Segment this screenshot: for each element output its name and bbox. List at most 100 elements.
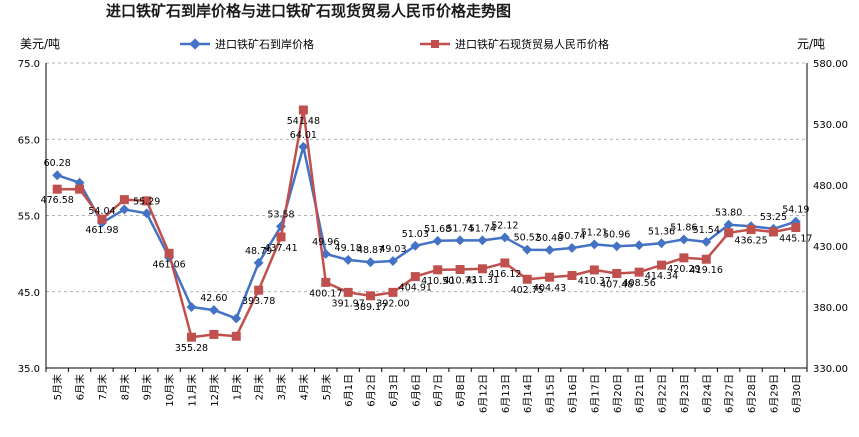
series-0-data-label: 55.29 [133,196,160,207]
series-0-data-label: 51.03 [402,229,429,240]
left-tick-label: 45.0 [18,288,40,299]
series-0-point [544,245,555,255]
series-1-point [500,258,510,268]
series-0-data-label: 53.25 [760,212,787,223]
series-0-data-label: 48.87 [357,245,384,256]
series-0-data-label: 42.60 [200,293,227,304]
series-0-data-label: 51.36 [648,226,675,237]
series-0-point [52,170,63,181]
legend-marker-rmb [431,40,439,48]
series-1-point [75,184,85,194]
series-1-data-label: 437.41 [264,243,297,254]
series-1-point [164,248,174,258]
series-0-data-label: 51.74 [469,223,496,234]
series-1-data-label: 541.48 [287,116,320,127]
series-0-data-label: 51.21 [581,227,608,238]
series-0-data-label: 50.48 [536,233,563,244]
x-tick-label: 6月14日 [522,374,534,413]
x-tick-label: 5月末 [51,374,64,400]
right-tick-label: 430.00 [813,242,848,253]
series-0-data-label: 50.74 [558,231,585,242]
series-0-point [656,238,667,249]
series-1-data-label: 407.48 [600,279,633,290]
x-tick-label: 5月末 [320,374,333,400]
series-1-data-label: 404.43 [533,283,566,294]
x-tick-label: 6月24日 [701,374,713,413]
x-tick-label: 7月末 [96,374,109,400]
x-tick-label: 2月末 [253,374,266,400]
series-0-data-label: 51.68 [424,224,451,235]
series-1-data-label: 416.12 [488,269,521,280]
series-1-point [433,265,443,275]
axes-layer: 35.0 45.0 55.0 65.0 75.0 330.00 380.00 430.00 48… [18,59,848,413]
x-tick-label: 6月28日 [746,374,758,413]
series-1-data-label: 408.56 [623,278,656,289]
legend-label-cif: 进口铁矿石到岸价格 [215,37,314,51]
series-line-1 [57,108,797,339]
series-0-data-label: 50.96 [603,229,630,240]
series-1-point [142,196,152,206]
series-0-point [723,219,734,230]
series-0-point [298,141,309,152]
series-1-point [746,225,756,235]
x-tick-label: 6月16日 [567,374,579,413]
series-0-data-label: 54.04 [88,206,115,217]
series-1-data-label: 389.17 [354,302,387,313]
series-0-point [365,257,376,268]
series-0-point [567,243,577,253]
series-0-data-label: 51.86 [670,222,697,233]
x-tick-label: 6月22日 [657,374,669,413]
series-1-data-label: 410.37 [578,276,611,287]
series-1-point [410,272,420,282]
x-tick-label: 6月20日 [612,374,624,413]
right-tick-label: 330.00 [813,364,848,375]
series-1-data-label: 404.91 [399,283,432,294]
series-1-data-label: 461.06 [152,259,185,270]
series-0-point [432,235,443,246]
series-1-point [388,287,398,297]
x-tick-label: 6月末 [74,374,87,400]
series-1-point [119,195,129,205]
series-1-data-label: 420.29 [667,264,700,275]
x-tick-label: 12月末 [208,374,221,407]
series-0-point [611,241,622,252]
series-0-data-label: 53.58 [267,209,294,220]
series-0-data-label: 52.12 [491,220,518,231]
x-tick-label: 6月1日 [343,374,355,407]
series-0-data-label: 51.74 [446,223,473,234]
series-0-data-label: 60.28 [44,158,71,169]
chart-title: 进口铁矿石到岸价格与进口铁矿石现货贸易人民币价格走势图 [106,2,511,20]
series-1-point [657,260,667,270]
series-0-data-label: 50.52 [514,233,541,244]
x-tick-label: 6月27日 [724,374,736,413]
x-tick-label: 6月30日 [791,374,803,413]
series-0-point [589,239,600,250]
series-1-point [186,332,196,342]
series-1-data-label: 476.58 [41,195,74,206]
x-tick-label: 6月15日 [545,374,557,413]
right-tick-label: 380.00 [813,303,848,314]
series-0-point [119,204,130,215]
x-tick-label: 6月3日 [388,374,400,407]
series-1-point [701,254,711,264]
x-tick-label: 1月末 [230,374,243,400]
series-1-point [276,232,286,242]
series-0-point [522,244,533,255]
x-tick-label: 6月6日 [410,374,422,407]
series-0-data-label: 54.19 [782,205,809,216]
series-1-data-label: 461.98 [85,225,118,236]
x-tick-label: 3月末 [275,374,288,400]
x-tick-label: 6月12日 [477,374,489,413]
series-0-point [208,305,219,315]
series-0-point [231,313,242,324]
series-1-point [97,214,107,224]
series-1-point [52,184,62,194]
left-tick-label: 55.0 [18,212,40,223]
series-1-data-label: 392.00 [376,298,409,309]
x-tick-label: 6月8日 [455,374,467,407]
left-axis-unit: 美元/吨 [20,37,60,51]
series-1-point [724,228,734,238]
legend: 进口铁矿石到岸价格 进口铁矿石现货贸易人民币价格 [180,37,609,51]
series-0-point [186,302,197,312]
series-1-data-label: 355.28 [175,343,208,354]
